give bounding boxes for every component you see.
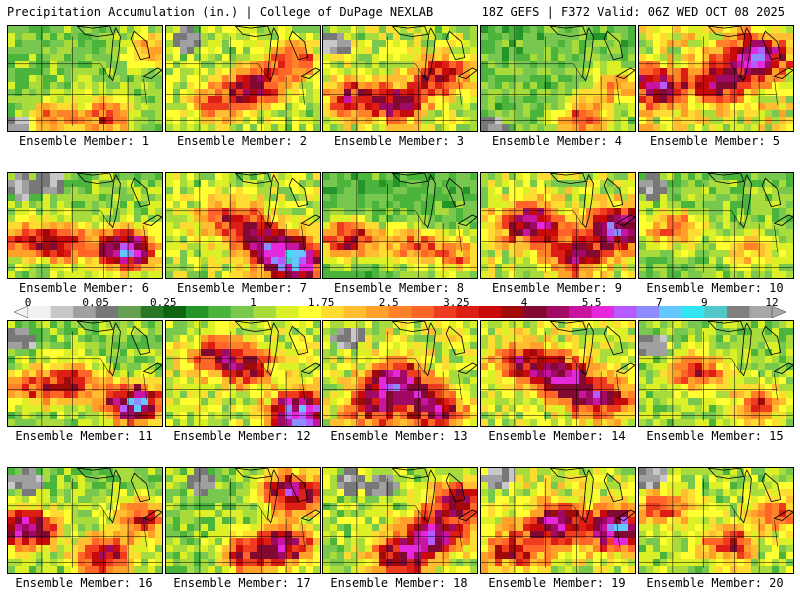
member-label: Ensemble Member: 5 — [636, 134, 794, 148]
colorbar-swatch — [659, 306, 682, 318]
precip-field — [481, 468, 635, 573]
member-label: Ensemble Member: 10 — [636, 281, 794, 295]
colorbar-swatch — [208, 306, 231, 318]
member-label: Ensemble Member: 2 — [163, 134, 321, 148]
precip-field — [639, 468, 793, 573]
colorbar-swatch — [704, 306, 727, 318]
member-map-4 — [480, 25, 636, 132]
member-map-15 — [638, 320, 794, 427]
precip-field — [166, 26, 320, 131]
member-map-18 — [322, 467, 478, 574]
precip-field — [323, 26, 477, 131]
colorbar-swatch — [276, 306, 299, 318]
member-map-19 — [480, 467, 636, 574]
precip-field — [8, 468, 162, 573]
precip-field — [166, 321, 320, 426]
member-map-8 — [322, 172, 478, 279]
precip-field — [481, 321, 635, 426]
colorbar-tick-label: 9 — [701, 296, 708, 309]
colorbar-tick-label: 7 — [656, 296, 663, 309]
colorbar-swatch — [344, 306, 367, 318]
member-map-7 — [165, 172, 321, 279]
member-map-17 — [165, 467, 321, 574]
precip-field — [323, 468, 477, 573]
precip-field — [639, 26, 793, 131]
member-label: Ensemble Member: 3 — [320, 134, 478, 148]
member-label: Ensemble Member: 18 — [320, 576, 478, 590]
member-map-3 — [322, 25, 478, 132]
colorbar-swatch — [727, 306, 750, 318]
member-map-11 — [7, 320, 163, 427]
precip-field — [639, 321, 793, 426]
colorbar-tick-label: 5.5 — [582, 296, 602, 309]
member-label: Ensemble Member: 7 — [163, 281, 321, 295]
precip-field — [323, 173, 477, 278]
member-label: Ensemble Member: 15 — [636, 429, 794, 443]
member-map-16 — [7, 467, 163, 574]
colorbar-tick-label: 0.05 — [82, 296, 109, 309]
member-label: Ensemble Member: 11 — [5, 429, 163, 443]
member-map-9 — [480, 172, 636, 279]
run-info: 18Z GEFS | F372 Valid: 06Z WED OCT 08 20… — [482, 5, 785, 19]
member-map-10 — [638, 172, 794, 279]
colorbar — [14, 306, 786, 318]
member-map-12 — [165, 320, 321, 427]
colorbar-swatch — [253, 306, 276, 318]
colorbar-tick-label: 4 — [521, 296, 528, 309]
precip-field — [323, 321, 477, 426]
colorbar-swatch — [411, 306, 434, 318]
member-label: Ensemble Member: 4 — [478, 134, 636, 148]
colorbar-swatch — [614, 306, 637, 318]
member-map-5 — [638, 25, 794, 132]
precip-field — [8, 173, 162, 278]
member-label: Ensemble Member: 17 — [163, 576, 321, 590]
member-map-6 — [7, 172, 163, 279]
colorbar-swatch — [51, 306, 74, 318]
member-map-14 — [480, 320, 636, 427]
member-label: Ensemble Member: 14 — [478, 429, 636, 443]
member-map-1 — [7, 25, 163, 132]
chart-title: Precipitation Accumulation (in.) | Colle… — [7, 5, 433, 19]
member-map-20 — [638, 467, 794, 574]
colorbar-swatch — [479, 306, 502, 318]
member-label: Ensemble Member: 13 — [320, 429, 478, 443]
colorbar-tick-label: 0 — [25, 296, 32, 309]
colorbar-tick-label: 1 — [250, 296, 257, 309]
colorbar-tick-label: 2.5 — [379, 296, 399, 309]
member-label: Ensemble Member: 16 — [5, 576, 163, 590]
colorbar-tick-label: 0.25 — [150, 296, 177, 309]
member-label: Ensemble Member: 19 — [478, 576, 636, 590]
member-label: Ensemble Member: 1 — [5, 134, 163, 148]
colorbar-tick-label: 1.75 — [308, 296, 335, 309]
colorbar-swatch — [547, 306, 570, 318]
precip-field — [166, 173, 320, 278]
member-label: Ensemble Member: 9 — [478, 281, 636, 295]
precip-field — [481, 173, 635, 278]
precip-field — [8, 321, 162, 426]
colorbar-swatch — [118, 306, 141, 318]
colorbar-tick-label: 12 — [765, 296, 778, 309]
member-map-2 — [165, 25, 321, 132]
precip-field — [166, 468, 320, 573]
colorbar-tick-label: 3.25 — [443, 296, 470, 309]
member-label: Ensemble Member: 12 — [163, 429, 321, 443]
precip-field — [639, 173, 793, 278]
colorbar-swatch — [28, 306, 51, 318]
precip-field — [8, 26, 162, 131]
member-label: Ensemble Member: 6 — [5, 281, 163, 295]
member-label: Ensemble Member: 20 — [636, 576, 794, 590]
precip-field — [481, 26, 635, 131]
member-label: Ensemble Member: 8 — [320, 281, 478, 295]
colorbar-swatch — [186, 306, 209, 318]
member-map-13 — [322, 320, 478, 427]
